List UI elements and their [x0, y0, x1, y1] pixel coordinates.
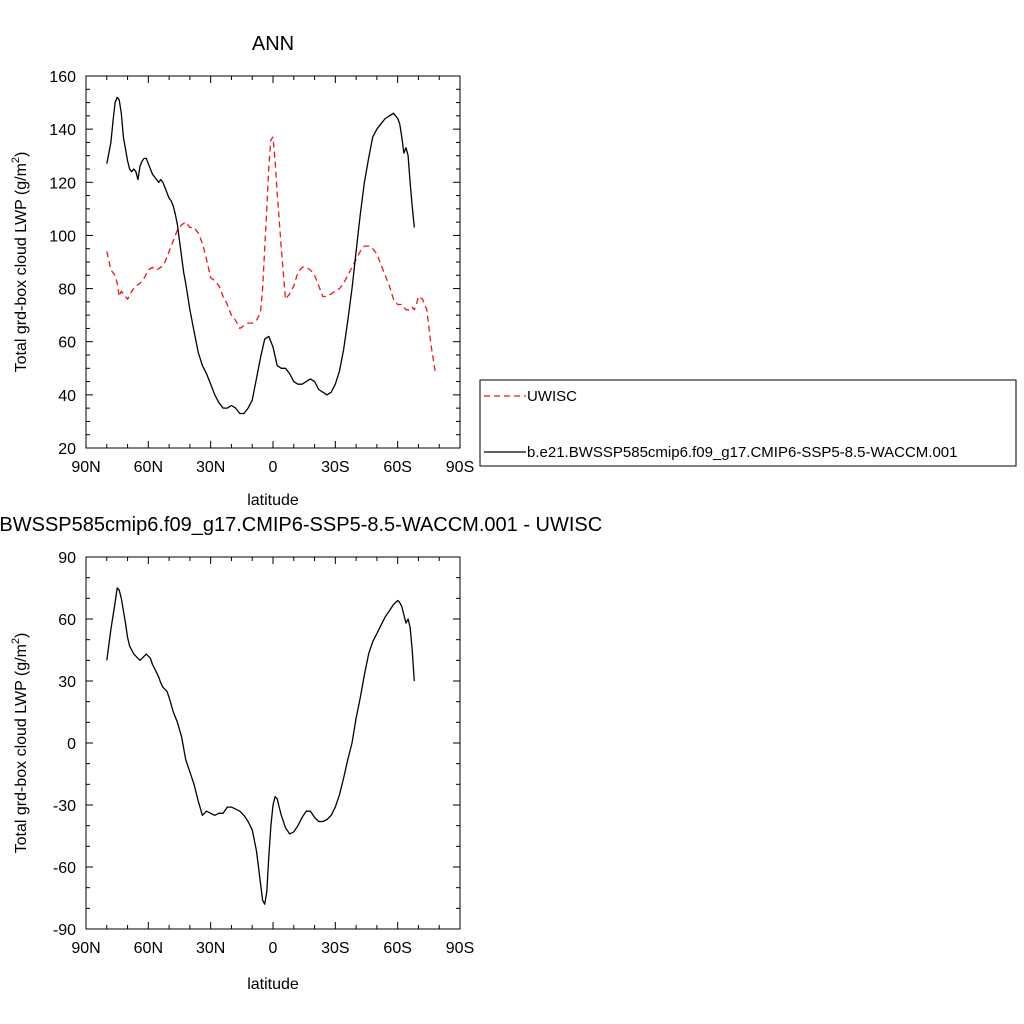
- bottom-y-axis-label-sup: 2: [10, 638, 22, 644]
- top-x-axis-label: latitude: [247, 492, 299, 509]
- top-x-tick-label: 30N: [196, 459, 225, 476]
- top-x-tick-label: 90N: [71, 459, 100, 476]
- bottom-y-tick-label: -60: [53, 860, 76, 877]
- bottom-x-tick-label: 30S: [321, 940, 349, 957]
- top-y-tick-label: 80: [58, 282, 76, 299]
- bottom-panel: b.e21.BWSSP585cmip6.f09_g17.CMIP6-SSP5-8…: [0, 514, 602, 993]
- top-y-tick-label: 40: [58, 388, 76, 405]
- bottom-x-tick-label: 0: [269, 940, 278, 957]
- bottom-series-line-difference: [106, 587, 415, 905]
- bottom-y-tick-label: -30: [53, 798, 76, 815]
- bottom-series-group: [106, 587, 415, 905]
- top-y-tick-label: 120: [49, 175, 76, 192]
- top-y-axis-label: Total grd-box cloud LWP (g/m2): [10, 152, 30, 373]
- legend: UWISC b.e21.BWSSP585cmip6.f09_g17.CMIP6-…: [479, 379, 1017, 467]
- bottom-y-axis-label: Total grd-box cloud LWP (g/m2): [10, 633, 30, 854]
- top-axis-ticks: 90N 60N 30N 0 30S 60S 90S 20 40 60 80 100 120 140 160: [49, 69, 474, 476]
- bottom-y-tick-label: 0: [67, 736, 76, 753]
- top-y-tick-label: 160: [49, 69, 76, 86]
- bottom-y-tick-label: 60: [58, 612, 76, 629]
- bottom-x-tick-label: 60N: [134, 940, 163, 957]
- bottom-y-tick-label: 30: [58, 674, 76, 691]
- top-series-line-model: [106, 96, 415, 415]
- top-chart-title: ANN: [252, 33, 294, 55]
- bottom-y-axis-label-tail: ): [13, 633, 30, 638]
- bottom-axis-ticks: 90N 60N 30N 0 30S 60S 90S -90 -60 -30 0 30 60 90: [53, 550, 474, 957]
- bottom-x-tick-label: 60S: [383, 940, 411, 957]
- bottom-y-tick-label: -90: [53, 922, 76, 939]
- top-plot-frame: [85, 75, 461, 449]
- top-y-axis-label-tail: ): [13, 152, 30, 157]
- top-x-tick-label: 90S: [446, 459, 474, 476]
- top-y-tick-label: 140: [49, 122, 76, 139]
- top-y-tick-label: 60: [58, 335, 76, 352]
- top-x-tick-label: 30S: [321, 459, 349, 476]
- legend-label-model: b.e21.BWSSP585cmip6.f09_g17.CMIP6-SSP5-8…: [527, 444, 957, 461]
- top-x-tick-label: 0: [269, 459, 278, 476]
- top-y-axis-label-main: Total grd-box cloud LWP (g/m: [13, 163, 30, 372]
- top-x-tick-label: 60N: [134, 459, 163, 476]
- bottom-y-tick-label: 90: [58, 550, 76, 567]
- bottom-x-tick-label: 90S: [446, 940, 474, 957]
- top-y-tick-label: 100: [49, 228, 76, 245]
- legend-label-uwisc: UWISC: [527, 388, 577, 405]
- top-y-axis-label-sup: 2: [10, 157, 22, 163]
- top-panel: ANN 90N 60N 30N 0 30S 60S 90S 20 40 60 80 100 120 140…: [10, 33, 1017, 509]
- bottom-chart-title: b.e21.BWSSP585cmip6.f09_g17.CMIP6-SSP5-8…: [0, 514, 602, 536]
- legend-box: [479, 379, 1017, 467]
- bottom-x-tick-label: 30N: [196, 940, 225, 957]
- top-x-tick-label: 60S: [383, 459, 411, 476]
- bottom-x-axis-label: latitude: [247, 976, 299, 993]
- bottom-y-axis-label-main: Total grd-box cloud LWP (g/m: [13, 644, 30, 853]
- top-y-tick-label: 20: [58, 441, 76, 458]
- bottom-x-tick-label: 90N: [71, 940, 100, 957]
- top-series-line-uwisc: [106, 136, 436, 372]
- top-series-group: [106, 96, 436, 415]
